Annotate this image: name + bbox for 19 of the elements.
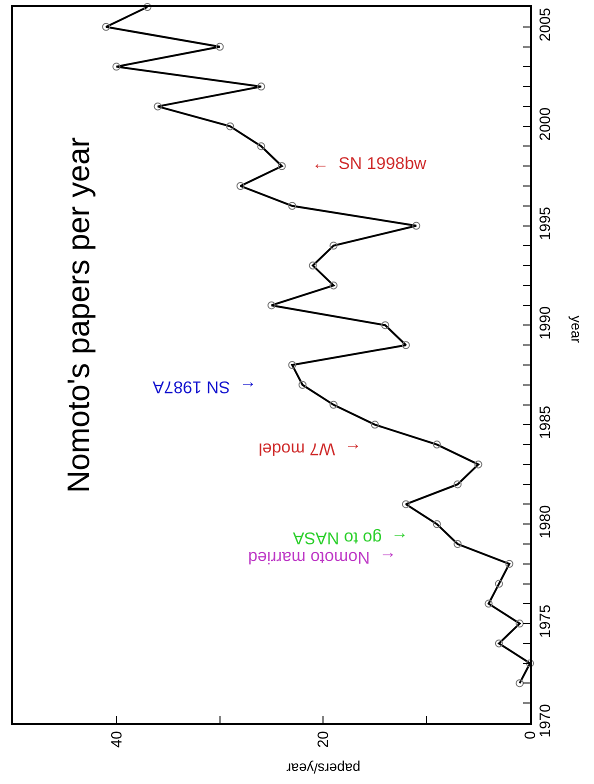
annotation: ← Nomoto married	[248, 548, 396, 568]
text: Nomoto's papers per year	[61, 137, 96, 493]
y-tick-label: 1970	[537, 704, 554, 738]
x-tick-label: 0	[522, 731, 539, 740]
y-tick-label: 1990	[537, 306, 554, 340]
y-tick-label: 2000	[537, 107, 554, 141]
x-axis-title: papers/year	[286, 760, 360, 777]
y-tick-label: 1980	[537, 505, 554, 539]
y-axis-title: year	[568, 316, 585, 344]
y-tick-label: 1985	[537, 406, 554, 440]
annotation: ← go to NASA	[292, 528, 408, 548]
annotation: ← SN 1998bw	[312, 154, 428, 173]
x-tick-label: 20	[315, 731, 332, 748]
y-tick-label: 2005	[537, 8, 554, 42]
y-tick-label: 1975	[537, 604, 554, 638]
x-tick-label: 40	[108, 731, 126, 748]
y-tick-label: 1995	[537, 206, 554, 240]
annotation: ← SN 1987A	[152, 377, 257, 396]
annotation: ← W7 model	[258, 440, 362, 459]
